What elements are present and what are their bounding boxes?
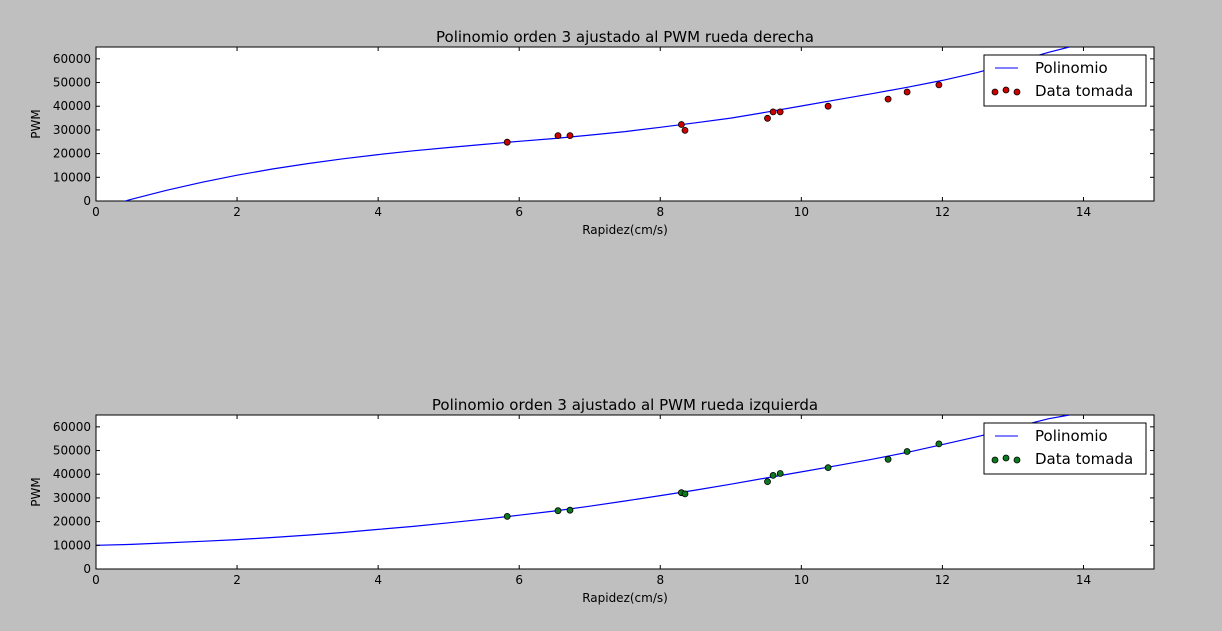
y-tick-label: 20000 xyxy=(53,515,91,529)
chart-title: Polinomio orden 3 ajustado al PWM rueda … xyxy=(432,396,818,414)
ticks-layer: 0 2 4 6 8 10 12 14 0 10000 20000 30000 40000 50000 600… xyxy=(53,415,1154,587)
y-tick-label: 10000 xyxy=(53,538,91,552)
data-point xyxy=(566,132,574,140)
legend: Polinomio Data tomada xyxy=(983,422,1147,475)
y-axis-label: PWM xyxy=(29,477,43,506)
y-tick-label: 50000 xyxy=(53,444,91,458)
data-point xyxy=(824,464,832,472)
x-axis-label: Rapidez(cm/s) xyxy=(582,591,668,605)
data-point xyxy=(503,513,511,520)
x-tick-label: 4 xyxy=(374,205,382,219)
x-tick-label: 2 xyxy=(233,573,241,587)
x-tick-label: 6 xyxy=(515,205,523,219)
y-tick-label: 10000 xyxy=(53,170,91,184)
data-point xyxy=(503,138,511,146)
data-point xyxy=(884,95,892,103)
y-tick-label: 60000 xyxy=(53,52,91,66)
subplot-right-wheel: 0 2 4 6 8 10 12 14 0 10000 20000 30000 40000 50000 600… xyxy=(29,28,1155,237)
series-layer xyxy=(123,47,1070,201)
series-line-polinomio xyxy=(96,415,1070,546)
data-point xyxy=(554,507,562,515)
subplot-left-wheel: 0 2 4 6 8 10 12 14 0 10000 20000 30000 40000 50000 600… xyxy=(29,396,1155,605)
data-point xyxy=(776,470,784,477)
legend-marker xyxy=(1013,88,1021,96)
x-tick-label: 6 xyxy=(515,573,523,587)
data-point xyxy=(678,121,685,128)
x-tick-label: 12 xyxy=(935,573,950,587)
legend-marker xyxy=(1013,456,1021,464)
chart-title: Polinomio orden 3 ajustado al PWM rueda … xyxy=(436,28,814,46)
legend-marker xyxy=(991,88,999,96)
series-line-polinomio xyxy=(123,47,1070,201)
y-tick-label: 50000 xyxy=(53,76,91,90)
data-point xyxy=(764,114,771,122)
y-tick-label: 0 xyxy=(83,562,91,576)
data-point xyxy=(903,88,911,96)
x-tick-label: 8 xyxy=(656,573,664,587)
legend-marker xyxy=(1002,86,1010,94)
ticks-layer: 0 2 4 6 8 10 12 14 0 10000 20000 30000 40000 50000 600… xyxy=(53,47,1154,219)
series-layer xyxy=(96,415,1070,546)
x-tick-label: 4 xyxy=(374,573,382,587)
legend-label-data: Data tomada xyxy=(1035,450,1133,468)
legend-label-polinomio: Polinomio xyxy=(1035,427,1108,445)
data-point xyxy=(776,108,784,116)
y-tick-label: 40000 xyxy=(53,467,91,481)
data-point xyxy=(566,506,574,514)
data-point xyxy=(681,126,689,134)
data-point xyxy=(935,81,943,89)
y-tick-label: 0 xyxy=(83,194,91,208)
x-tick-label: 2 xyxy=(233,205,241,219)
data-point xyxy=(769,108,777,116)
legend-box xyxy=(983,54,1147,107)
x-tick-label: 10 xyxy=(794,205,809,219)
x-tick-label: 0 xyxy=(92,573,100,587)
x-tick-label: 10 xyxy=(794,573,809,587)
data-point xyxy=(681,490,689,498)
data-point xyxy=(935,440,943,448)
x-tick-label: 12 xyxy=(935,205,950,219)
y-tick-label: 40000 xyxy=(53,99,91,113)
legend-label-data: Data tomada xyxy=(1035,82,1133,100)
x-axis-label: Rapidez(cm/s) xyxy=(582,223,668,237)
y-tick-label: 30000 xyxy=(53,491,91,505)
x-tick-label: 14 xyxy=(1076,205,1091,219)
data-point xyxy=(824,102,832,110)
legend-box xyxy=(983,422,1147,475)
x-tick-label: 0 xyxy=(92,205,100,219)
x-tick-label: 14 xyxy=(1076,573,1091,587)
data-point xyxy=(769,471,777,479)
data-point xyxy=(554,132,562,140)
legend: Polinomio Data tomada xyxy=(983,54,1147,107)
y-tick-label: 30000 xyxy=(53,123,91,137)
x-tick-label: 8 xyxy=(656,205,664,219)
legend-marker xyxy=(1002,454,1010,462)
data-point xyxy=(764,478,771,486)
plot-area xyxy=(95,414,1155,570)
y-tick-label: 60000 xyxy=(53,420,91,434)
legend-label-polinomio: Polinomio xyxy=(1035,59,1108,77)
y-axis-label: PWM xyxy=(29,109,43,138)
data-point xyxy=(903,448,911,455)
y-tick-label: 20000 xyxy=(53,147,91,161)
legend-marker xyxy=(991,456,999,464)
data-point xyxy=(884,455,892,463)
